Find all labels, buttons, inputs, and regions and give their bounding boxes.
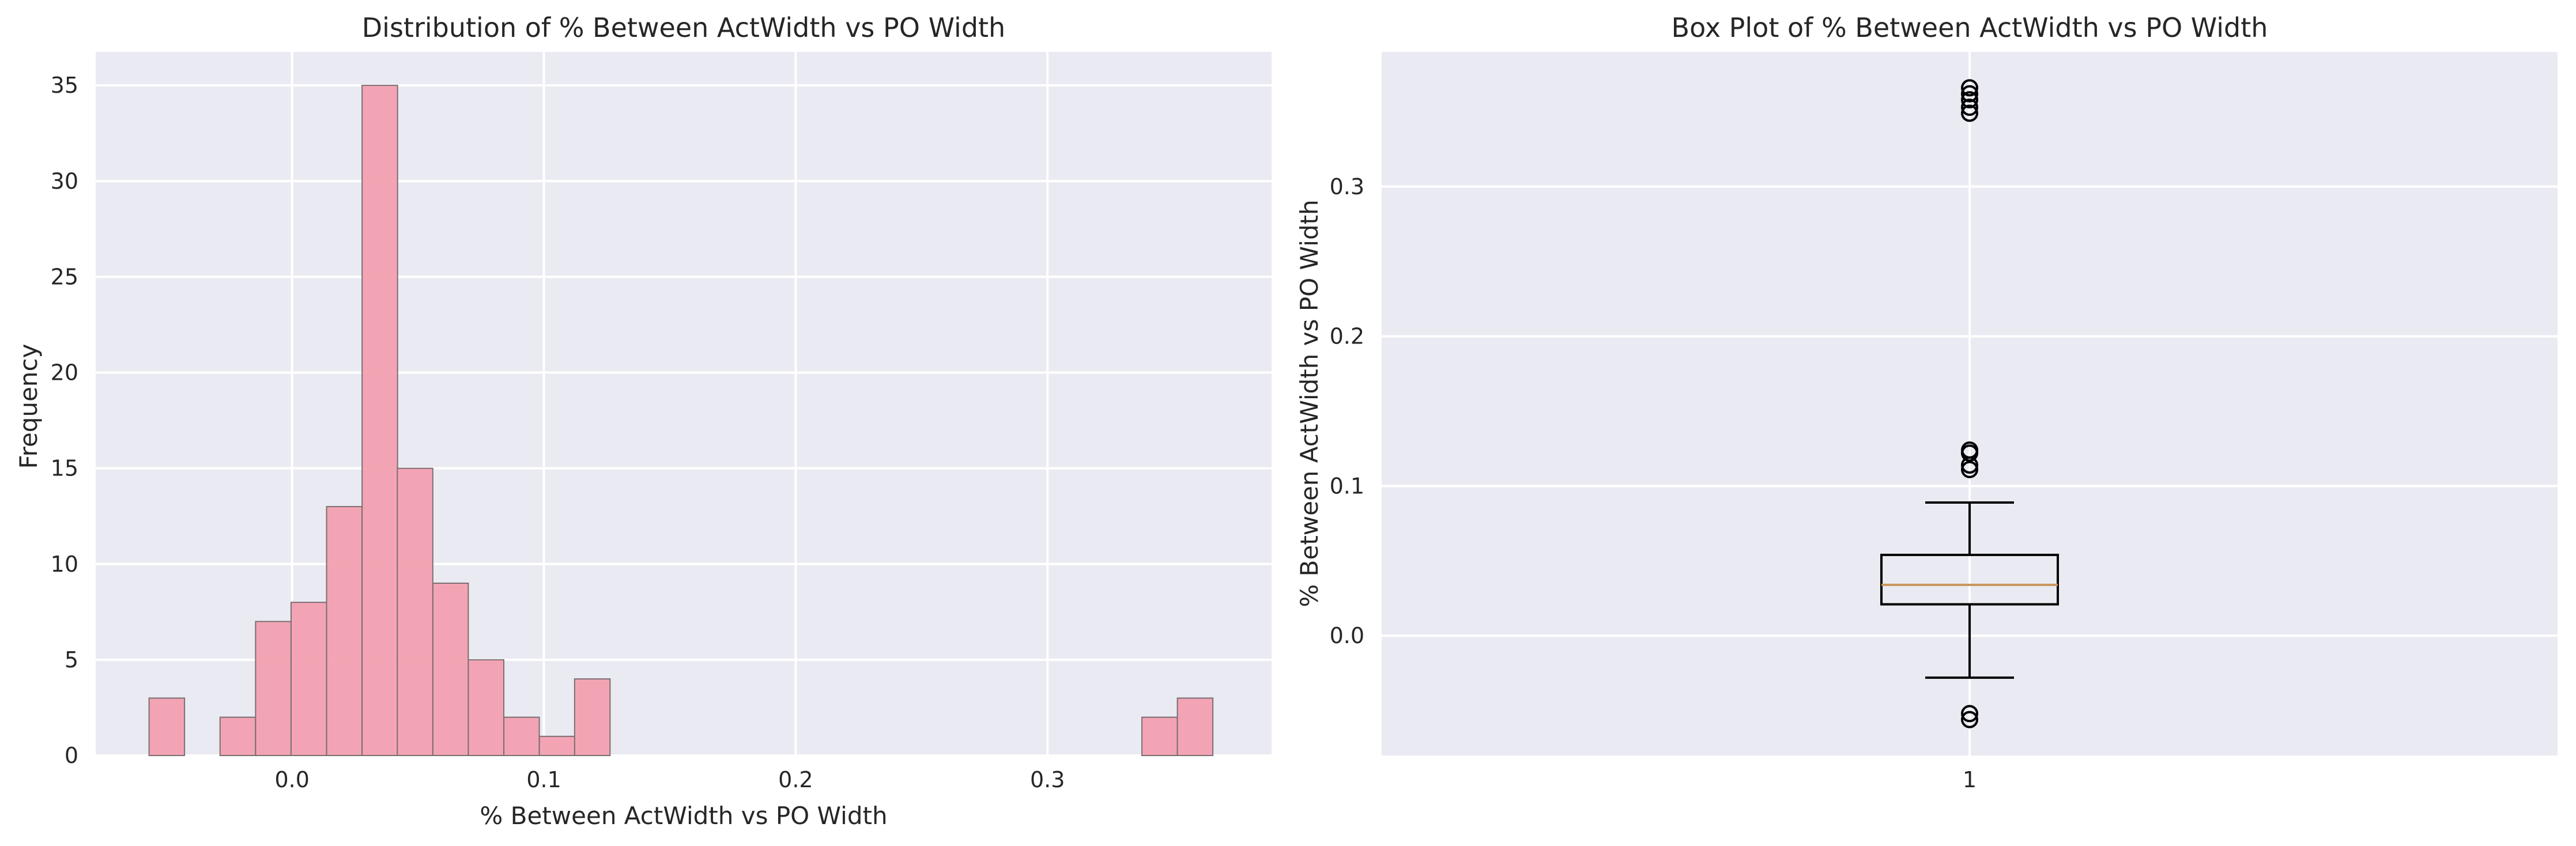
boxplot-outlier-point — [1961, 91, 1978, 109]
histogram-x-tick-label: 0.0 — [275, 767, 310, 792]
boxplot-gridlines — [1382, 52, 2558, 756]
histogram-y-axis-label: Frequency — [14, 344, 43, 469]
histogram-y-tick-label: 10 — [51, 552, 78, 577]
histogram-bars — [148, 85, 1214, 757]
histogram-bar — [503, 716, 540, 757]
boxplot-outlier-point — [1961, 711, 1978, 728]
histogram-x-ticks: 0.0 0.1 0.2 0.3 — [275, 767, 1065, 792]
histogram-bar — [538, 735, 576, 757]
boxplot-y-tick-label: 0.2 — [1330, 324, 1364, 349]
boxplot-outlier-point — [1961, 441, 1978, 459]
histogram-y-tick-label: 25 — [51, 264, 78, 289]
boxplot-y-tick-label: 0.3 — [1330, 174, 1364, 199]
histogram-bar — [255, 621, 292, 757]
histogram-bar — [432, 582, 469, 757]
histogram-bar — [290, 602, 327, 757]
boxplot-panel: 1 0.0 0.1 0.2 0.3 Box Plot of % Between Act… — [1295, 12, 2558, 792]
boxplot-y-tick-label: 0.1 — [1330, 473, 1364, 498]
boxplot-outlier-point — [1961, 85, 1978, 103]
boxplot-y-ticks: 0.0 0.1 0.2 0.3 — [1330, 174, 1364, 648]
histogram-bar — [219, 716, 257, 757]
boxplot-y-tick-label: 0.0 — [1330, 623, 1364, 648]
boxplot-x-tick-label: 1 — [1963, 767, 1977, 792]
histogram-x-tick-label: 0.1 — [526, 767, 561, 792]
histogram-y-tick-label: 15 — [51, 456, 78, 481]
histogram-title: Distribution of % Between ActWidth vs PO… — [362, 12, 1005, 43]
histogram-bar — [361, 85, 398, 757]
histogram-x-tick-label: 0.3 — [1030, 767, 1065, 792]
histogram-bar — [397, 467, 433, 756]
boxplot-outlier-point — [1961, 460, 1978, 478]
histogram-y-tick-label: 35 — [51, 73, 78, 98]
boxplot-outliers — [1961, 79, 1978, 728]
boxplot-outlier-point — [1961, 79, 1978, 97]
histogram-x-tick-label: 0.2 — [778, 767, 813, 792]
histogram-y-tick-label: 30 — [51, 168, 78, 194]
boxplot-x-ticks: 1 — [1963, 767, 1977, 792]
histogram-y-ticks: 0 5 10 15 20 25 30 35 — [51, 73, 78, 768]
histogram-y-tick-label: 20 — [51, 360, 78, 386]
boxplot-iqr-box — [1880, 553, 2059, 606]
histogram-bar — [1141, 716, 1178, 757]
histogram-gridlines — [96, 52, 1272, 757]
histogram-panel: 0.0 0.1 0.2 0.3 0 5 10 15 20 25 30 35 Distribution… — [14, 12, 1272, 830]
histogram-bar — [467, 659, 505, 757]
histogram-y-tick-label: 0 — [65, 743, 78, 768]
histogram-x-axis-label: % Between ActWidth vs PO Width — [480, 802, 887, 830]
boxplot-outlier-point — [1961, 104, 1978, 122]
histogram-bar — [148, 697, 186, 757]
histogram-bar — [1176, 697, 1214, 757]
boxplot-outlier-point — [1961, 99, 1978, 116]
boxplot-y-axis-label: % Between ActWidth vs PO Width — [1295, 199, 1323, 607]
boxplot-title: Box Plot of % Between ActWidth vs PO Wid… — [1672, 12, 2268, 43]
histogram-bar — [574, 678, 611, 757]
histogram-bar — [326, 506, 363, 756]
boxplot-outlier-point — [1961, 705, 1978, 723]
boxplot-box — [1880, 501, 2059, 679]
histogram-y-tick-label: 5 — [65, 647, 78, 673]
